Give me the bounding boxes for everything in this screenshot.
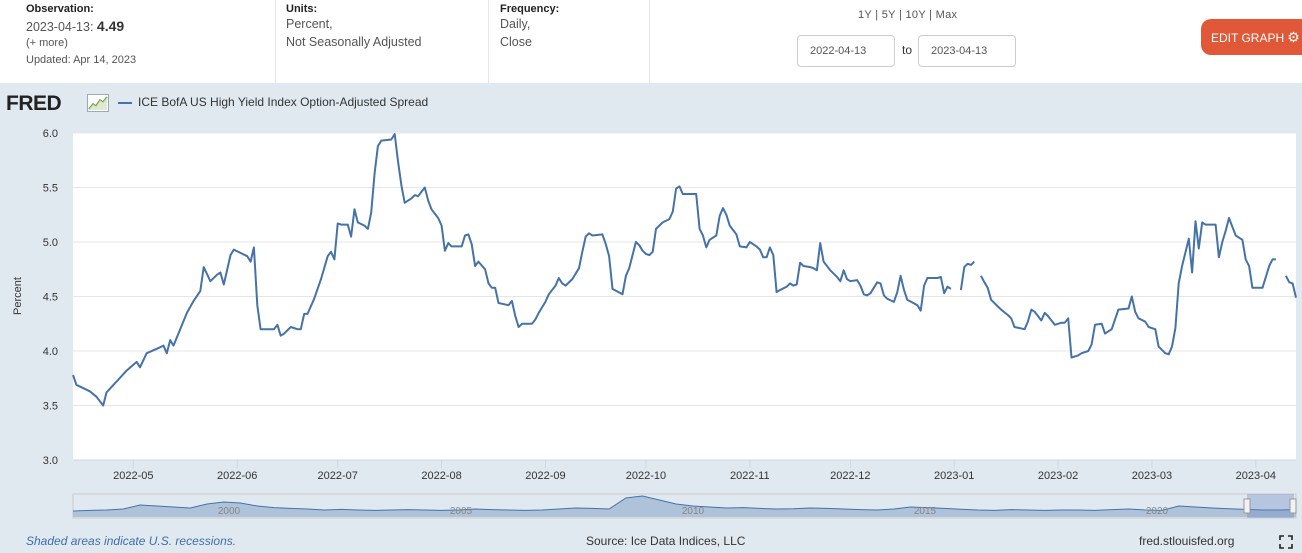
range-5y-link[interactable]: 5Y xyxy=(881,9,896,21)
navigator-tick-label: 2020 xyxy=(1146,506,1169,517)
navigator-tick-label: 2015 xyxy=(914,506,937,517)
edit-graph-button[interactable]: EDIT GRAPH ⚙ xyxy=(1201,19,1302,55)
date-range-links: 1Y | 5Y | 10Y | Max xyxy=(858,9,957,21)
range-separator: | xyxy=(929,9,933,21)
y-tick-label: 6.0 xyxy=(43,128,58,140)
series-segment xyxy=(959,260,976,291)
series-segment xyxy=(72,133,952,407)
observation-date: 2023-04-13: xyxy=(26,20,94,34)
x-tick-label: 2023-01 xyxy=(934,470,974,482)
x-tick-label: 2023-03 xyxy=(1132,470,1172,482)
observation-label: Observation: xyxy=(26,3,94,15)
y-tick-label: 5.0 xyxy=(43,237,58,249)
range-separator: | xyxy=(875,9,879,21)
range-10y-link[interactable]: 10Y xyxy=(905,9,926,21)
units-label: Units: xyxy=(286,3,318,15)
y-axis-label: Percent xyxy=(12,277,24,315)
x-tick-label: 2022-12 xyxy=(830,470,870,482)
navigator-handle[interactable] xyxy=(1243,498,1251,514)
end-date-input[interactable]: 2023-04-13 xyxy=(918,35,1016,67)
navigator-handle[interactable] xyxy=(1289,498,1297,514)
legend: ICE BofA US High Yield Index Option-Adju… xyxy=(118,95,428,109)
edit-graph-label: EDIT GRAPH xyxy=(1211,31,1285,45)
x-tick-label: 2023-02 xyxy=(1038,470,1078,482)
navigator-tick-label: 2010 xyxy=(682,506,705,517)
frequency-line-2: Close xyxy=(500,35,532,49)
recession-note: Shaded areas indicate U.S. recessions. xyxy=(26,534,237,548)
x-tick-label: 2022-11 xyxy=(730,470,770,482)
x-tick-label: 2022-06 xyxy=(217,470,257,482)
observation-header: Observation: 2023-04-13: 4.49 (+ more) U… xyxy=(0,0,1302,83)
fred-chart-icon xyxy=(87,94,109,112)
y-tick-label: 4.0 xyxy=(43,346,58,358)
updated-date: Updated: Apr 14, 2023 xyxy=(26,54,137,66)
frequency-line-1: Daily, xyxy=(500,17,531,31)
series-segment xyxy=(980,217,1276,359)
range-navigator[interactable]: 2000 2005 2010 2015 2020 xyxy=(72,493,1297,519)
units-line-2: Not Seasonally Adjusted xyxy=(286,35,422,49)
source-note: Source: Ice Data Indices, LLC xyxy=(586,534,746,548)
navigator-area xyxy=(73,496,1296,517)
fullscreen-icon[interactable] xyxy=(1279,535,1293,549)
x-tick-label: 2022-07 xyxy=(318,470,358,482)
range-max-link[interactable]: Max xyxy=(935,9,958,21)
x-tick-label: 2022-09 xyxy=(525,470,565,482)
navigator-tick-label: 2005 xyxy=(450,506,473,517)
navigator-selection xyxy=(1247,494,1294,518)
fred-logo: FRED xyxy=(6,92,62,115)
legend-series-name: ICE BofA US High Yield Index Option-Adju… xyxy=(138,95,429,109)
frequency-label: Frequency: xyxy=(500,3,560,15)
x-axis-ticks: 2022-05 2022-06 2022-07 2022-08 2022-09 2022-… xyxy=(73,459,1296,482)
units-line-1: Percent, xyxy=(286,17,333,31)
series-line xyxy=(72,133,1297,407)
frequency-panel: Frequency: Daily, Close xyxy=(489,0,650,83)
y-tick-label: 4.5 xyxy=(43,292,58,304)
y-tick-label: 5.5 xyxy=(43,183,58,195)
start-date-input[interactable]: 2022-04-13 xyxy=(797,35,895,67)
range-1y-link[interactable]: 1Y xyxy=(858,9,872,21)
y-tick-label: 3.5 xyxy=(43,401,58,413)
observation-panel: Observation: 2023-04-13: 4.49 (+ more) U… xyxy=(0,0,276,83)
y-axis-ticks: 3.0 3.5 4.0 4.5 5.0 5.5 6.0 xyxy=(43,128,58,467)
navigator-tick-label: 2000 xyxy=(218,506,241,517)
units-panel: Units: Percent, Not Seasonally Adjusted xyxy=(276,0,489,83)
x-tick-label: 2022-08 xyxy=(421,470,461,482)
navigator-line xyxy=(72,495,1297,512)
observation-value: 4.49 xyxy=(96,18,125,34)
x-tick-label: 2022-10 xyxy=(626,470,666,482)
x-tick-label: 2023-04 xyxy=(1236,470,1276,482)
gear-icon: ⚙ xyxy=(1287,29,1300,45)
fred-url-link[interactable]: fred.stlouisfed.org xyxy=(1139,534,1235,548)
more-observations-link[interactable]: (+ more) xyxy=(26,37,68,49)
y-tick-label: 3.0 xyxy=(43,455,58,467)
range-separator: | xyxy=(898,9,903,21)
date-to-label: to xyxy=(902,43,913,57)
series-segment xyxy=(1285,275,1297,298)
x-tick-label: 2022-05 xyxy=(113,470,153,482)
legend-swatch xyxy=(118,101,132,104)
